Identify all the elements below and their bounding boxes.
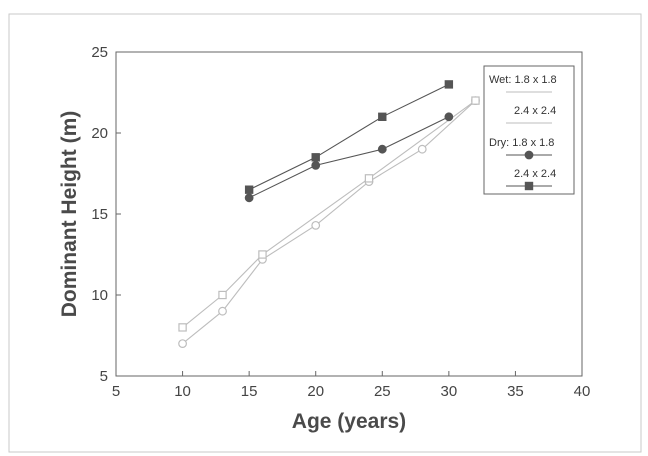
series-2	[178, 96, 480, 332]
x-axis-title: Age (years)	[292, 410, 406, 433]
legend-label: Dry: 1.8 x 1.8	[489, 137, 554, 149]
y-tick-label: 5	[100, 368, 108, 385]
x-tick-label: 35	[507, 383, 524, 400]
data-point	[311, 220, 321, 230]
legend-marker	[524, 150, 534, 160]
legend-item: 2.4 x 2.4	[506, 105, 556, 124]
legend-item: 2.4 x 2.4	[506, 168, 556, 191]
y-tick-label: 10	[91, 287, 108, 304]
series-4	[244, 80, 454, 194]
x-tick-label: 10	[174, 383, 191, 400]
legend-box	[483, 65, 575, 195]
data-point	[178, 339, 187, 349]
legend-label: Wet: 1.8 x 1.8	[489, 74, 557, 86]
data-point	[364, 174, 374, 183]
series-line	[248, 83, 450, 191]
data-point	[258, 250, 267, 259]
y-tick-label: 20	[91, 125, 108, 142]
data-point	[417, 144, 427, 154]
legend-item: Dry: 1.8 x 1.8	[489, 137, 554, 160]
data-point	[444, 80, 454, 89]
y-tick-label: 25	[91, 44, 108, 61]
data-point	[378, 112, 387, 121]
x-tick-label: 25	[374, 383, 391, 400]
legend-label: 2.4 x 2.4	[514, 105, 556, 117]
data-point	[244, 193, 254, 203]
data-point	[377, 144, 387, 154]
tick-layer: 5 10 15 20 25 30 35 40 5 10 15 20 25	[91, 44, 590, 400]
legend-item: Wet: 1.8 x 1.8	[489, 74, 557, 93]
x-tick-label: 40	[574, 383, 591, 400]
data-point	[218, 306, 227, 316]
figure-border	[8, 13, 642, 453]
data-point	[178, 323, 187, 332]
y-tick-label: 15	[91, 206, 108, 223]
y-axis-title: Dominant Height (m)	[58, 111, 81, 317]
legend-label: 2.4 x 2.4	[514, 168, 556, 180]
series-3	[244, 112, 454, 203]
x-tick-label: 20	[307, 383, 324, 400]
legend: Wet: 1.8 x 1.8 2.4 x 2.4 Dry: 1.8 x 1.8 2.4…	[483, 65, 575, 195]
x-tick-label: 30	[441, 383, 458, 400]
series-1	[178, 96, 480, 349]
data-point	[218, 290, 227, 300]
data-point	[311, 160, 321, 170]
series-layer	[178, 80, 480, 349]
series-line	[248, 116, 450, 199]
x-tick-label: 15	[241, 383, 258, 400]
legend-marker	[524, 181, 534, 191]
data-point	[471, 96, 480, 105]
x-tick-label: 5	[112, 383, 120, 400]
data-point	[311, 153, 320, 162]
data-point	[244, 185, 254, 194]
data-point	[444, 112, 454, 122]
